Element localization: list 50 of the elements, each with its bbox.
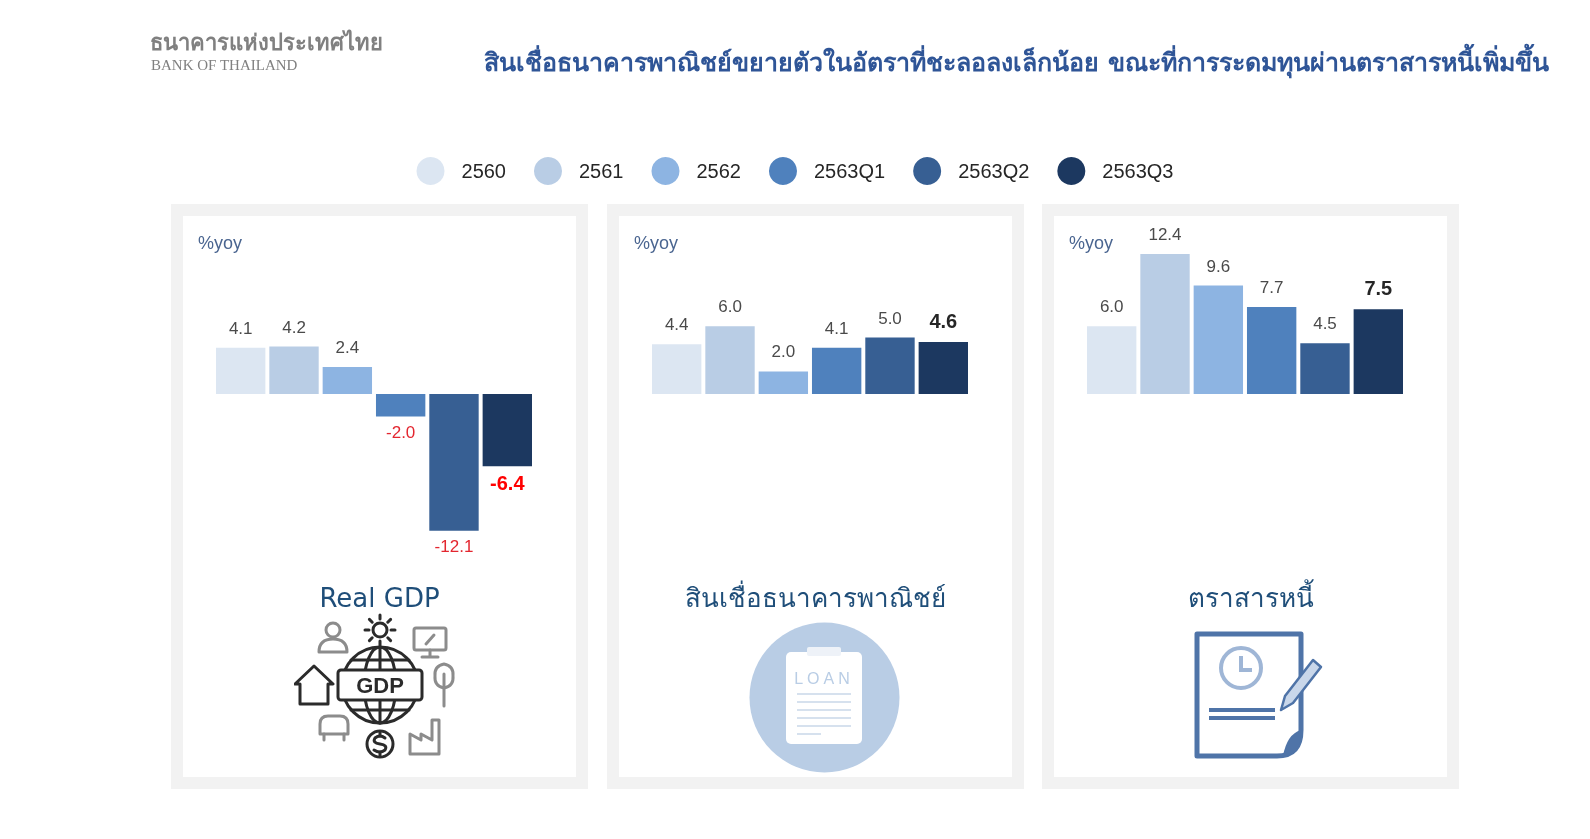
- legend-label: 2562: [696, 160, 741, 182]
- data-label: 2.4: [335, 337, 360, 357]
- data-label: 4.2: [282, 317, 306, 337]
- text: ตราสารหนี้: [1187, 579, 1314, 613]
- bar: [375, 394, 426, 417]
- data-label: 2.0: [771, 342, 795, 362]
- bar: [1353, 309, 1403, 394]
- bar: [1087, 326, 1137, 394]
- data-label: -2.0: [386, 422, 416, 442]
- data-label: 9.6: [1206, 256, 1231, 276]
- bar: [216, 347, 266, 394]
- bar: [651, 344, 701, 394]
- data-label: 6.0: [1099, 297, 1124, 317]
- bar: [918, 342, 968, 394]
- bar: [1193, 285, 1244, 394]
- data-label: 4.6: [928, 310, 957, 333]
- y-axis-title: %yoy: [1069, 233, 1114, 253]
- bar: [758, 371, 808, 394]
- data-label: 4.4: [664, 315, 689, 335]
- data-label: 7.7: [1259, 277, 1284, 297]
- bar: [322, 366, 373, 394]
- y-axis-title: %yoy: [633, 233, 678, 253]
- bar: [429, 394, 479, 531]
- bar: [864, 337, 915, 394]
- bar: [1300, 343, 1350, 394]
- bar: [811, 347, 861, 394]
- data-label: 4.1: [824, 318, 848, 338]
- bar: [704, 326, 755, 394]
- text: สินเชื่อธนาคารพาณิชย์: [684, 580, 946, 613]
- data-label: 12.4: [1148, 224, 1182, 244]
- y-axis-title: %yoy: [198, 233, 243, 253]
- data-label: 4.5: [1313, 314, 1337, 334]
- bar: [482, 394, 532, 467]
- data-label: 7.5: [1364, 277, 1393, 300]
- text: BANK OF THAILAND: [151, 56, 298, 74]
- data-label: 5.0: [877, 308, 902, 328]
- data-label: -6.4: [490, 472, 526, 495]
- text: ธนาคารแห่งประเทศไทย: [150, 29, 383, 57]
- bar: [1140, 253, 1190, 394]
- legend-label: 2563Q2: [958, 160, 1030, 182]
- data-label: -12.1: [434, 536, 474, 556]
- bar: [269, 346, 319, 394]
- data-label: 6.0: [717, 297, 742, 317]
- data-label: 4.1: [228, 318, 253, 338]
- bar: [1246, 306, 1297, 394]
- legend-label: 2561: [579, 160, 624, 182]
- legend-label: 2563Q3: [1102, 160, 1174, 182]
- text: Real GDP: [319, 583, 440, 613]
- legend-label: 2563Q1: [813, 160, 886, 182]
- legend-label: 2560: [461, 160, 506, 182]
